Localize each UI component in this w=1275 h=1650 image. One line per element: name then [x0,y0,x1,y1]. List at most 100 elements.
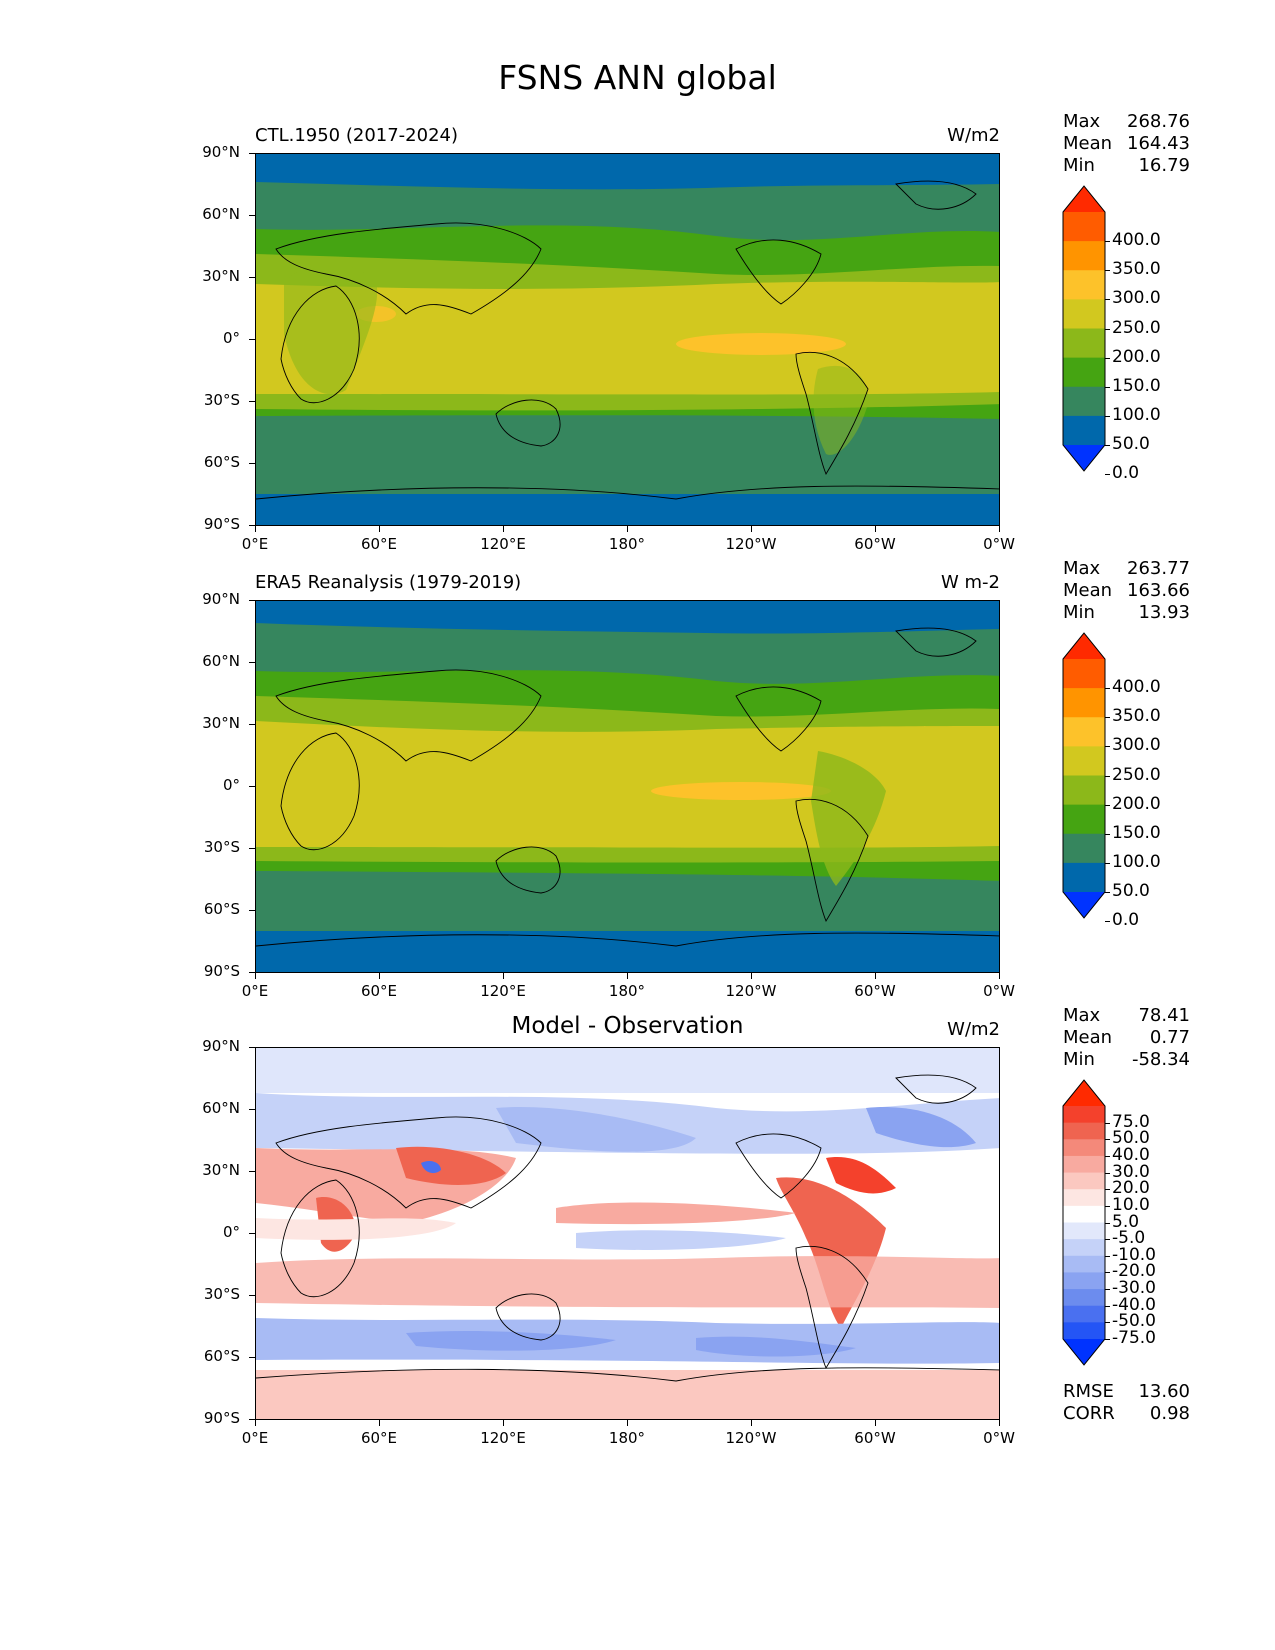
colorbar-tick-label: 50.0 [1112,881,1150,901]
lon-tick-label: 60°W [854,535,896,553]
stat-rmse: RMSE 13.60 [1063,1381,1190,1403]
colorbar-tick-label: 20.0 [1112,1178,1150,1199]
colorbar-swatch [1063,659,1105,689]
stat-key: RMSE [1063,1381,1114,1402]
lon-tick-label: 0°E [241,1429,269,1447]
colorbar-swatch [1063,270,1105,300]
lon-tick-mark [751,973,752,979]
colorbar-tick-mark [1105,1189,1110,1191]
colorbar-tick-mark [1105,717,1110,719]
lat-tick-label: 30°N [202,714,240,732]
lat-tick-label: 30°S [203,391,240,409]
stat-value: 0.98 [1149,1403,1190,1424]
lon-tick-label: 0°W [983,535,1015,553]
lat-tick-mark [249,1047,255,1048]
lon-tick-mark [875,973,876,979]
stat-max: Max 263.77 [1063,558,1190,580]
panel-difference: Model - Observation W/m2 [0,1009,1275,1469]
lon-tick-mark [255,973,256,979]
lat-tick-mark [249,600,255,601]
map-field [256,601,999,972]
lat-tick-mark [249,1419,255,1420]
stat-value: 0.77 [1149,1027,1190,1048]
colorbar-swatch [1063,386,1105,417]
lon-tick-mark [875,526,876,532]
colorbar-tick-label: 0.0 [1112,910,1140,931]
colorbar-tick-mark [1105,1222,1110,1224]
stat-key: Min [1063,155,1095,176]
colorbar-swatch [1063,1289,1105,1307]
lon-tick-label: 60°E [360,535,398,553]
colorbar-tick-label: -20.0 [1112,1261,1156,1282]
colorbar-swatch [1063,1322,1105,1340]
lat-tick-label: 0° [222,1223,240,1241]
colorbar-tick-label: -40.0 [1112,1294,1156,1315]
colorbar-tick-label: 5.0 [1112,1211,1140,1232]
lon-tick-mark [627,973,628,979]
colorbar-extend-max [1063,633,1105,659]
colorbar-swatch [1063,717,1105,747]
map-plot-model [255,153,1000,526]
lon-tick-label: 60°E [360,1429,398,1447]
colorbar-tick-label: -5.0 [1112,1228,1146,1249]
stat-value: 268.76 [1127,111,1190,132]
colorbar-swatch [1063,746,1105,776]
colorbar-tick-label: 150.0 [1112,822,1161,843]
colorbar-swatch [1063,833,1105,864]
lon-tick-mark [999,1420,1000,1426]
map-plot-difference [255,1047,1000,1420]
colorbar-tick-mark [1105,445,1110,446]
colorbar-tick-mark [1105,1272,1110,1274]
colorbar-tick-label: 200.0 [1112,346,1161,367]
colorbar-swatch [1063,804,1105,835]
lat-tick-mark [249,215,255,216]
lon-tick-label: 60°W [854,982,896,1000]
lat-tick-label: 90°S [203,962,240,980]
colorbar-tick-label: 100.0 [1112,851,1161,872]
colorbar [1062,1079,1106,1366]
lat-tick-mark [249,1357,255,1358]
stat-key: Mean [1063,580,1113,601]
colorbar-tick-label: 400.0 [1112,677,1161,698]
lon-tick-label: 120°W [725,535,777,553]
colorbar-tick-label: 150.0 [1112,375,1161,396]
colorbar-swatch [1063,688,1105,718]
lon-tick-mark [379,526,380,532]
lon-tick-mark [255,1420,256,1426]
colorbar-extend-min [1063,892,1105,918]
colorbar-swatch [1063,299,1105,329]
colorbar-swatch [1063,1305,1105,1323]
lon-tick-label: 120°W [725,1429,777,1447]
colorbar-tick-mark [1105,1305,1110,1307]
colorbar-tick-mark [1105,386,1110,388]
stat-key: Mean [1063,1027,1113,1048]
lat-tick-label: 90°N [202,1037,240,1055]
lon-tick-mark [503,1420,504,1426]
panel-units: W/m2 [947,1019,1000,1040]
lat-tick-mark [249,848,255,849]
colorbar-tick-label: 10.0 [1112,1194,1150,1215]
colorbar-swatch [1063,1189,1105,1207]
lat-tick-label: 30°N [202,1161,240,1179]
stat-max: Max 78.41 [1063,1005,1190,1027]
stat-key: Max [1063,111,1101,132]
lon-tick-mark [627,526,628,532]
colorbar-tick-mark [1105,1339,1110,1340]
colorbar [1062,185,1106,472]
colorbar-tick-label: -10.0 [1112,1244,1156,1265]
lat-tick-label: 60°N [202,652,240,670]
stat-min: Min 16.79 [1063,155,1190,177]
lat-tick-mark [249,1295,255,1296]
lon-tick-label: 0°E [241,982,269,1000]
stat-mean: Mean 0.77 [1063,1027,1190,1049]
lon-tick-label: 180° [608,535,646,553]
lon-tick-label: 0°W [983,982,1015,1000]
colorbar-tick-label: -75.0 [1112,1328,1156,1348]
colorbar-tick-mark [1105,1122,1110,1124]
stat-key: Min [1063,1049,1095,1070]
lon-tick-mark [751,526,752,532]
stat-value: 78.41 [1138,1005,1190,1026]
colorbar-tick-mark [1105,241,1110,243]
colorbar-tick-label: 50.0 [1112,1128,1150,1149]
colorbar-tick-mark [1105,1172,1110,1174]
